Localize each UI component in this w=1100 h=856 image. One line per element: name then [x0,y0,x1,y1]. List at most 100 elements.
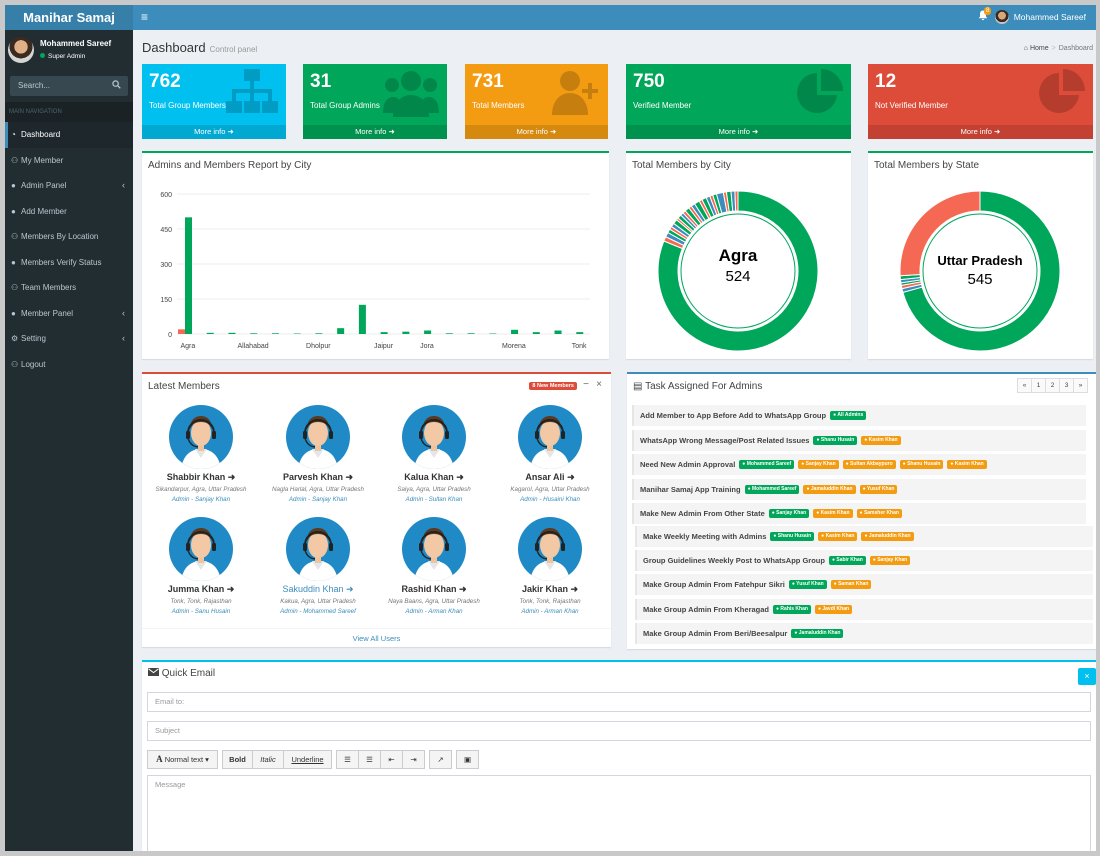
task-item[interactable]: Make Group Admin From Fatehpur Sikri ● Yu… [635,574,1093,595]
image-button[interactable]: ▣ [456,750,479,769]
member-name-text: Kalua Khan [404,472,454,482]
home-icon: ⌂ [1023,45,1029,52]
link-button[interactable]: ↗ [429,750,452,769]
sidebar-search-input[interactable]: Search... [10,76,128,96]
member-card[interactable]: Parvesh Khan ➜ Nagla Harlal, Agra, Uttar… [262,405,374,503]
task-item[interactable]: Need New Admin Approval ● Mohammed Sareef… [632,454,1086,475]
page-1-button[interactable]: 1 [1031,378,1046,393]
task-item[interactable]: WhatsApp Wrong Message/Post Related Issu… [632,430,1086,451]
task-item[interactable]: Make Group Admin From Kheragad ● Rahis Kh… [635,599,1093,620]
page-next-button[interactable]: » [1073,378,1088,393]
member-card[interactable]: Jakir Khan ➜ Tonk, Tonk, Rajasthan Admin… [494,517,606,615]
notification-bell-icon[interactable]: 8 [978,7,992,24]
ordered-list-button[interactable]: ☰ [358,750,381,769]
close-email-button[interactable]: × [1078,668,1096,685]
member-name[interactable]: Shabbir Khan ➜ [145,472,257,483]
sidebar-item-member-panel[interactable]: ● Member Panel ‹ [5,301,133,327]
breadcrumb-home-link[interactable]: Home [1029,45,1049,52]
member-card[interactable]: Ansar Ali ➜ Kagarol, Agra, Uttar Pradesh… [494,405,606,503]
email-subject-input[interactable]: Subject [147,721,1091,741]
sidebar-user-avatar [8,37,34,63]
member-avatar [518,405,582,469]
online-dot-icon [40,53,45,58]
task-assignee-tag: ● Shanu Husain [899,460,944,469]
text-style-dropdown[interactable]: A Normal text ▾ [147,750,218,769]
assignee-name: Saman Khan [838,581,869,587]
donut-center-label: Agra [719,246,758,265]
email-message-textarea[interactable]: Message [147,775,1091,851]
task-text: Make Group Admin From Kheragad [643,605,769,614]
arrow-circle-right-icon: ➜ [570,584,579,594]
stat-more-info-link[interactable]: More info ➜ [626,125,851,139]
stat-more-info-link[interactable]: More info ➜ [868,125,1093,139]
close-icon[interactable]: × [596,379,602,390]
underline-button[interactable]: Underline [283,750,332,769]
member-bar [358,304,366,334]
member-card[interactable]: Rashid Khan ➜ Naya Baans, Agra, Uttar Pr… [378,517,490,615]
member-admin[interactable]: Admin - Mohammed Sareef [280,608,356,615]
outdent-icon: ⇤ [388,755,395,764]
italic-button[interactable]: Italic [252,750,284,769]
bold-button[interactable]: Bold [222,750,253,769]
stat-value: 750 [633,71,665,92]
member-admin[interactable]: Admin - Arman Khan [521,608,579,615]
stat-more-info-link[interactable]: More info ➜ [303,125,447,139]
task-item[interactable]: Make Weekly Meeting with Admins ● Shanu H… [635,526,1093,547]
member-name[interactable]: Sakuddin Khan ➜ [262,584,374,595]
collapse-icon[interactable]: − [583,379,589,390]
task-assignee-tag: ● Kasim Khan [947,460,987,469]
top-user-name: Mohammed Sareef [1013,12,1086,22]
member-location: Sikandarpur, Agra, Uttar Pradesh [155,486,247,493]
member-name[interactable]: Parvesh Khan ➜ [262,472,374,483]
member-admin[interactable]: Admin - Sultan Khan [405,496,463,503]
task-text: WhatsApp Wrong Message/Post Related Issu… [640,436,810,445]
page-2-button[interactable]: 2 [1045,378,1060,393]
sidebar-item-members-by-location[interactable]: ⚇ Members By Location [5,224,133,250]
sidebar-item-logout[interactable]: ⚇ Logout [5,352,133,378]
stat-more-info-link[interactable]: More info ➜ [142,125,286,139]
x-tick-label: Allahabad [238,343,269,350]
sidebar-toggle-icon[interactable]: ≡ [141,10,149,24]
sidebar-item-dashboard[interactable]: ◔ Dashboard [5,122,133,148]
member-admin[interactable]: Admin - Sanjay Khan [288,496,348,503]
task-item[interactable]: Add Member to App Before Add to WhatsApp… [632,405,1086,426]
email-to-input[interactable]: Email to: [147,692,1091,712]
member-admin[interactable]: Admin - Husaini Khan [520,496,580,503]
top-user-menu[interactable]: Mohammed Sareef [994,10,1086,24]
outdent-button[interactable]: ⇤ [380,750,403,769]
member-card[interactable]: Kalua Khan ➜ Saiya, Agra, Uttar Pradesh … [378,405,490,503]
unordered-list-button[interactable]: ☰ [336,750,359,769]
member-name[interactable]: Kalua Khan ➜ [378,472,490,483]
task-item[interactable]: Make New Admin From Other State ● Sanjay … [632,503,1086,524]
member-admin[interactable]: Admin - Sanjay Khan [171,496,231,503]
page-3-button[interactable]: 3 [1059,378,1074,393]
member-name[interactable]: Rashid Khan ➜ [378,584,490,595]
member-card[interactable]: Jumma Khan ➜ Tonk, Tonk, Rajasthan Admin… [145,517,257,615]
member-name[interactable]: Ansar Ali ➜ [494,472,606,483]
view-all-users-link[interactable]: View All Users [142,628,611,643]
task-assignee-tag: ● Shanu Husain [813,436,858,445]
task-item[interactable]: Manihar Samaj App Training ● Mohammed Sar… [632,479,1086,500]
task-assignee-tag: ● Shanu Husain [770,532,815,541]
member-card[interactable]: Sakuddin Khan ➜ Kakua, Agra, Uttar Prade… [262,517,374,615]
sidebar-item-members-verify-status[interactable]: ● Members Verify Status [5,250,133,276]
member-admin[interactable]: Admin - Sanu Husain [171,608,231,615]
member-name[interactable]: Jumma Khan ➜ [145,584,257,595]
task-item[interactable]: Make Group Admin From Beri/Beesalpur ● Ja… [635,623,1093,644]
member-card[interactable]: Shabbir Khan ➜ Sikandarpur, Agra, Uttar … [145,405,257,503]
sidebar-item-add-member[interactable]: ● Add Member [5,199,133,225]
sidebar-item-team-members[interactable]: ⚇ Team Members [5,275,133,301]
indent-button[interactable]: ⇥ [402,750,425,769]
assignee-name: Jamaluddin Khan [868,533,911,539]
page-prev-button[interactable]: « [1017,378,1032,393]
member-admin[interactable]: Admin - Arman Khan [405,608,463,615]
app-logo[interactable]: Manihar Samaj [5,5,133,30]
sidebar-item-admin-panel[interactable]: ● Admin Panel ‹ [5,173,133,199]
member-name[interactable]: Jakir Khan ➜ [494,584,606,595]
task-item[interactable]: Group Guidelines Weekly Post to WhatsApp… [635,550,1093,571]
search-icon[interactable] [112,76,121,96]
sidebar-item-my-member[interactable]: ⚇ My Member [5,148,133,174]
sidebar-item-setting[interactable]: ⚙ Setting ‹ [5,326,133,352]
list-ol-icon: ☰ [366,755,373,764]
stat-more-info-link[interactable]: More info ➜ [465,125,608,139]
